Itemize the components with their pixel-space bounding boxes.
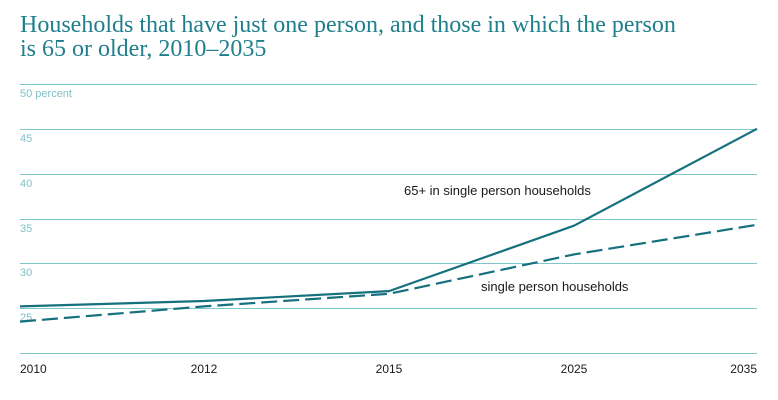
series-lines (19, 127, 758, 323)
series-line-single-person (19, 223, 758, 323)
series-line-65-plus (19, 127, 758, 308)
chart-title-line-1: Households that have just one person, an… (20, 12, 676, 38)
chart-title: Households that have just one person, an… (20, 13, 760, 61)
x-tick-label: 2025 (561, 362, 588, 376)
y-tick-label: 30 (20, 267, 32, 279)
y-tick-label: 45 (20, 133, 32, 145)
series-label-65-plus: 65+ in single person households (404, 183, 591, 198)
x-tick-label: 2012 (191, 362, 218, 376)
y-tick-label: 40 (20, 178, 32, 190)
x-tick-label: 2010 (20, 362, 47, 376)
series-labels: 65+ in single person households single pe… (404, 183, 629, 294)
series-label-single-person: single person households (481, 279, 629, 294)
x-axis-ticks: 2010 2012 2015 2025 2035 (20, 362, 757, 376)
gridlines (20, 84, 757, 354)
y-tick-label: 35 (20, 223, 32, 235)
x-tick-label: 2035 (730, 362, 757, 376)
y-tick-label: 50 percent (20, 88, 72, 100)
chart-title-line-2: is 65 or older, 2010–2035 (20, 36, 267, 62)
x-tick-label: 2015 (376, 362, 403, 376)
